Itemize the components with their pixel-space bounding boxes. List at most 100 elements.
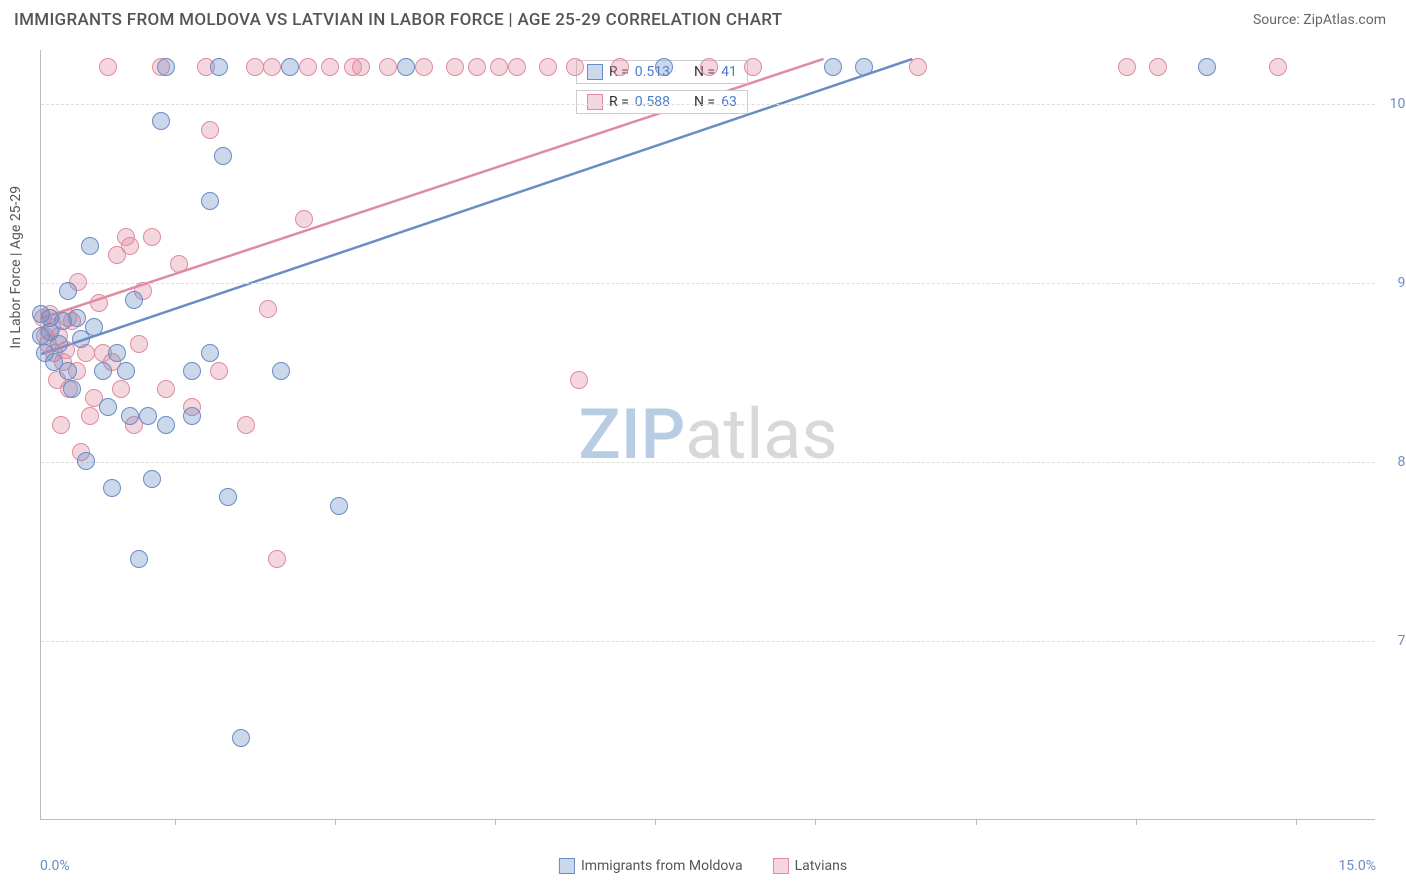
data-point-latvians — [246, 58, 264, 76]
xtick — [655, 819, 656, 825]
ytick-label: 80.0% — [1380, 454, 1406, 470]
data-point-latvians — [130, 335, 148, 353]
data-point-moldova — [130, 550, 148, 568]
data-point-latvians — [201, 121, 219, 139]
data-point-moldova — [152, 112, 170, 130]
n-value-latvians: 63 — [721, 94, 737, 110]
data-point-moldova — [183, 362, 201, 380]
data-point-moldova — [81, 237, 99, 255]
data-point-moldova — [94, 362, 112, 380]
data-point-latvians — [1149, 58, 1167, 76]
data-point-latvians — [121, 237, 139, 255]
xtick — [1136, 819, 1137, 825]
footer-legend-latvians: Latvians — [773, 858, 848, 874]
data-point-latvians — [143, 228, 161, 246]
data-point-moldova — [210, 58, 228, 76]
data-point-latvians — [52, 416, 70, 434]
data-point-latvians — [268, 550, 286, 568]
data-point-moldova — [281, 58, 299, 76]
data-point-latvians — [263, 58, 281, 76]
data-point-moldova — [272, 362, 290, 380]
data-point-latvians — [295, 210, 313, 228]
data-point-latvians — [490, 58, 508, 76]
data-point-moldova — [59, 282, 77, 300]
data-point-latvians — [566, 58, 584, 76]
data-point-latvians — [1118, 58, 1136, 76]
data-point-latvians — [744, 58, 762, 76]
data-point-moldova — [50, 335, 68, 353]
data-point-moldova — [655, 58, 673, 76]
data-point-latvians — [508, 58, 526, 76]
footer-legend: Immigrants from Moldova Latvians — [559, 858, 847, 874]
data-point-latvians — [259, 300, 277, 318]
data-point-latvians — [415, 58, 433, 76]
data-point-latvians — [321, 58, 339, 76]
data-point-moldova — [157, 58, 175, 76]
footer-legend-moldova-label: Immigrants from Moldova — [581, 858, 743, 874]
data-point-latvians — [299, 58, 317, 76]
legend-swatch-moldova-footer — [559, 858, 575, 874]
xtick — [495, 819, 496, 825]
ytick-label: 90.0% — [1380, 275, 1406, 291]
data-point-latvians — [237, 416, 255, 434]
data-point-latvians — [611, 58, 629, 76]
r-label: R = — [609, 94, 629, 110]
data-point-moldova — [219, 488, 237, 506]
data-point-latvians — [99, 58, 117, 76]
chart-plot-area: ZIPatlas R = 0.513 N = 41 R = 0.588 N = … — [40, 50, 1375, 820]
data-point-latvians — [379, 58, 397, 76]
data-point-latvians — [1269, 58, 1287, 76]
data-point-moldova — [397, 58, 415, 76]
xtick — [815, 819, 816, 825]
data-point-moldova — [201, 344, 219, 362]
data-point-latvians — [90, 294, 108, 312]
data-point-latvians — [210, 362, 228, 380]
chart-title: IMMIGRANTS FROM MOLDOVA VS LATVIAN IN LA… — [14, 10, 782, 30]
footer-legend-latvians-label: Latvians — [795, 858, 848, 874]
n-value-moldova: 41 — [721, 64, 737, 80]
data-point-moldova — [108, 344, 126, 362]
legend-stats-latvians: R = 0.588 N = 63 — [576, 90, 748, 114]
data-point-latvians — [570, 371, 588, 389]
xtick — [1296, 819, 1297, 825]
data-point-moldova — [85, 318, 103, 336]
data-point-moldova — [855, 58, 873, 76]
legend-swatch-moldova — [587, 64, 603, 80]
legend-swatch-latvians-footer — [773, 858, 789, 874]
data-point-latvians — [170, 255, 188, 273]
data-point-latvians — [157, 380, 175, 398]
data-point-moldova — [59, 362, 77, 380]
data-point-moldova — [103, 479, 121, 497]
xtick — [335, 819, 336, 825]
x-axis-label-max: 15.0% — [1338, 858, 1376, 874]
data-point-moldova — [99, 398, 117, 416]
data-point-latvians — [909, 58, 927, 76]
xtick — [976, 819, 977, 825]
data-point-latvians — [112, 380, 130, 398]
trend-lines-svg — [41, 50, 1375, 819]
y-axis-label: In Labor Force | Age 25-29 — [8, 186, 24, 349]
data-point-moldova — [330, 497, 348, 515]
ytick-label: 100.0% — [1380, 96, 1406, 112]
gridline — [41, 462, 1375, 463]
data-point-moldova — [68, 309, 86, 327]
gridline — [41, 104, 1375, 105]
gridline — [41, 283, 1375, 284]
data-point-moldova — [824, 58, 842, 76]
data-point-moldova — [117, 362, 135, 380]
data-point-moldova — [1198, 58, 1216, 76]
r-value-latvians: 0.588 — [635, 94, 670, 110]
data-point-latvians — [468, 58, 486, 76]
footer-legend-moldova: Immigrants from Moldova — [559, 858, 743, 874]
xtick — [175, 819, 176, 825]
data-point-moldova — [139, 407, 157, 425]
data-point-moldova — [157, 416, 175, 434]
data-point-moldova — [77, 452, 95, 470]
n-label: N = — [694, 94, 715, 110]
data-point-latvians — [81, 407, 99, 425]
data-point-moldova — [201, 192, 219, 210]
watermark-atlas: atlas — [685, 394, 837, 476]
data-point-latvians — [446, 58, 464, 76]
ytick-label: 70.0% — [1380, 633, 1406, 649]
data-point-latvians — [539, 58, 557, 76]
